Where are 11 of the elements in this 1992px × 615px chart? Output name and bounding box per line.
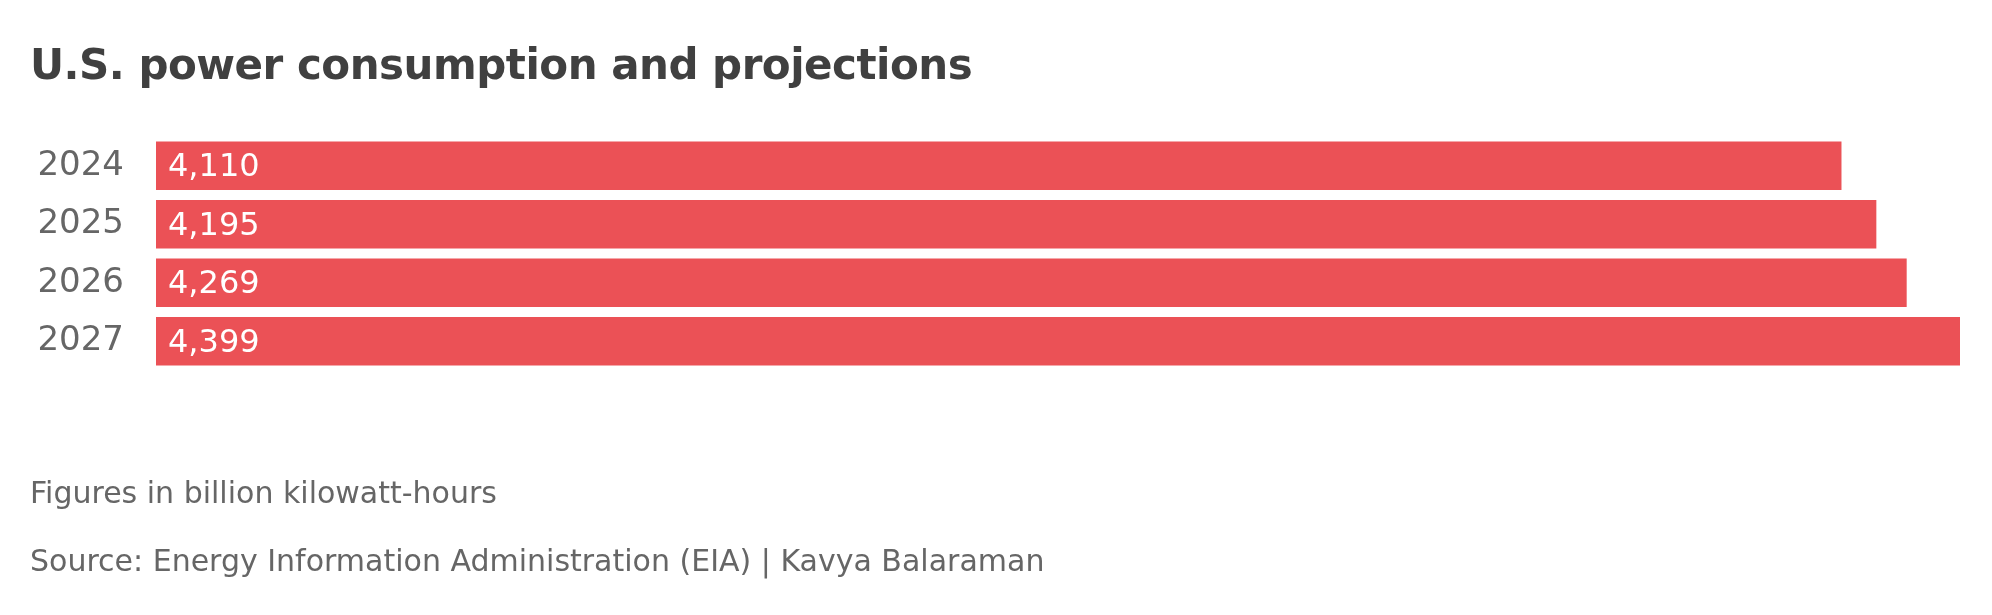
source-note: Source: Energy Information Administration (EIA) | Kavya Balaraman <box>30 543 1045 578</box>
y-tick-label: 2025 <box>37 201 124 242</box>
y-tick-label: 2027 <box>37 318 124 359</box>
y-tick-label: 2026 <box>37 259 124 300</box>
chart-title: U.S. power consumption and projections <box>30 40 973 89</box>
text: Figures in billion kilowatt-hours <box>30 475 497 510</box>
data-label: 4,269 <box>168 263 260 302</box>
data-label: 4,195 <box>168 204 260 243</box>
y-tick-label: 2024 <box>37 142 124 183</box>
data-label: 4,110 <box>168 145 260 184</box>
data-label: 4,399 <box>168 321 260 360</box>
